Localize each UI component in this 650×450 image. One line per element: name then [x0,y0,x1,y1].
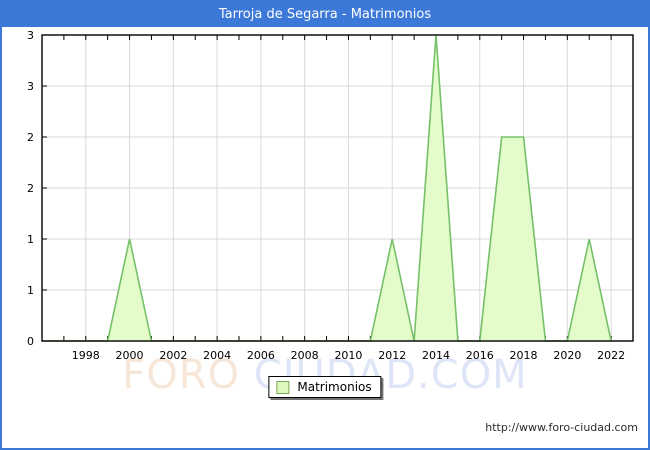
y-tick-label: 3 [27,80,34,93]
y-tick-label: 1 [27,284,34,297]
y-tick-label: 2 [27,182,34,195]
x-tick-label: 2002 [159,349,187,362]
x-axis-labels: 1998 2000 2002 2004 2006 2008 2010 2012 2014 2016… [72,349,625,362]
y-tick-label: 2 [27,131,34,144]
x-tick-label: 2000 [116,349,144,362]
legend[interactable]: Matrimonios [268,376,382,398]
x-tick-label: 2004 [203,349,231,362]
x-tick-label: 2020 [553,349,581,362]
plot-border [41,34,634,342]
x-tick-label: 2006 [247,349,275,362]
x-tick-label: 2014 [422,349,450,362]
y-tick-label: 1 [27,233,34,246]
legend-label: Matrimonios [297,380,372,394]
y-tick-marks [42,34,47,342]
y-tick-label: 0 [27,335,34,348]
y-axis-labels: 0 1 1 2 2 3 3 [27,29,34,348]
y-tick-label: 3 [27,29,34,42]
x-tick-label: 2018 [510,349,538,362]
x-tick-label: 2010 [334,349,362,362]
series-fill-matrimonios [42,35,612,341]
x-tick-label: 2012 [378,349,406,362]
page-title: Tarroja de Segarra - Matrimonios [2,2,648,27]
footer-url[interactable]: http://www.foro-ciudad.com [485,421,638,434]
legend-swatch-icon [276,380,290,394]
area-chart: 0 1 1 2 2 3 3 1998 2000 2002 2004 2006 2008 2010 2012… [27,29,634,362]
x-tick-label: 2022 [597,349,625,362]
x-tick-label: 2016 [466,349,494,362]
x-tick-label: 1998 [72,349,100,362]
x-tick-label: 2008 [291,349,319,362]
plot-area: 0 1 1 2 2 3 3 1998 2000 2002 2004 2006 2008 2010 2012… [2,27,648,448]
